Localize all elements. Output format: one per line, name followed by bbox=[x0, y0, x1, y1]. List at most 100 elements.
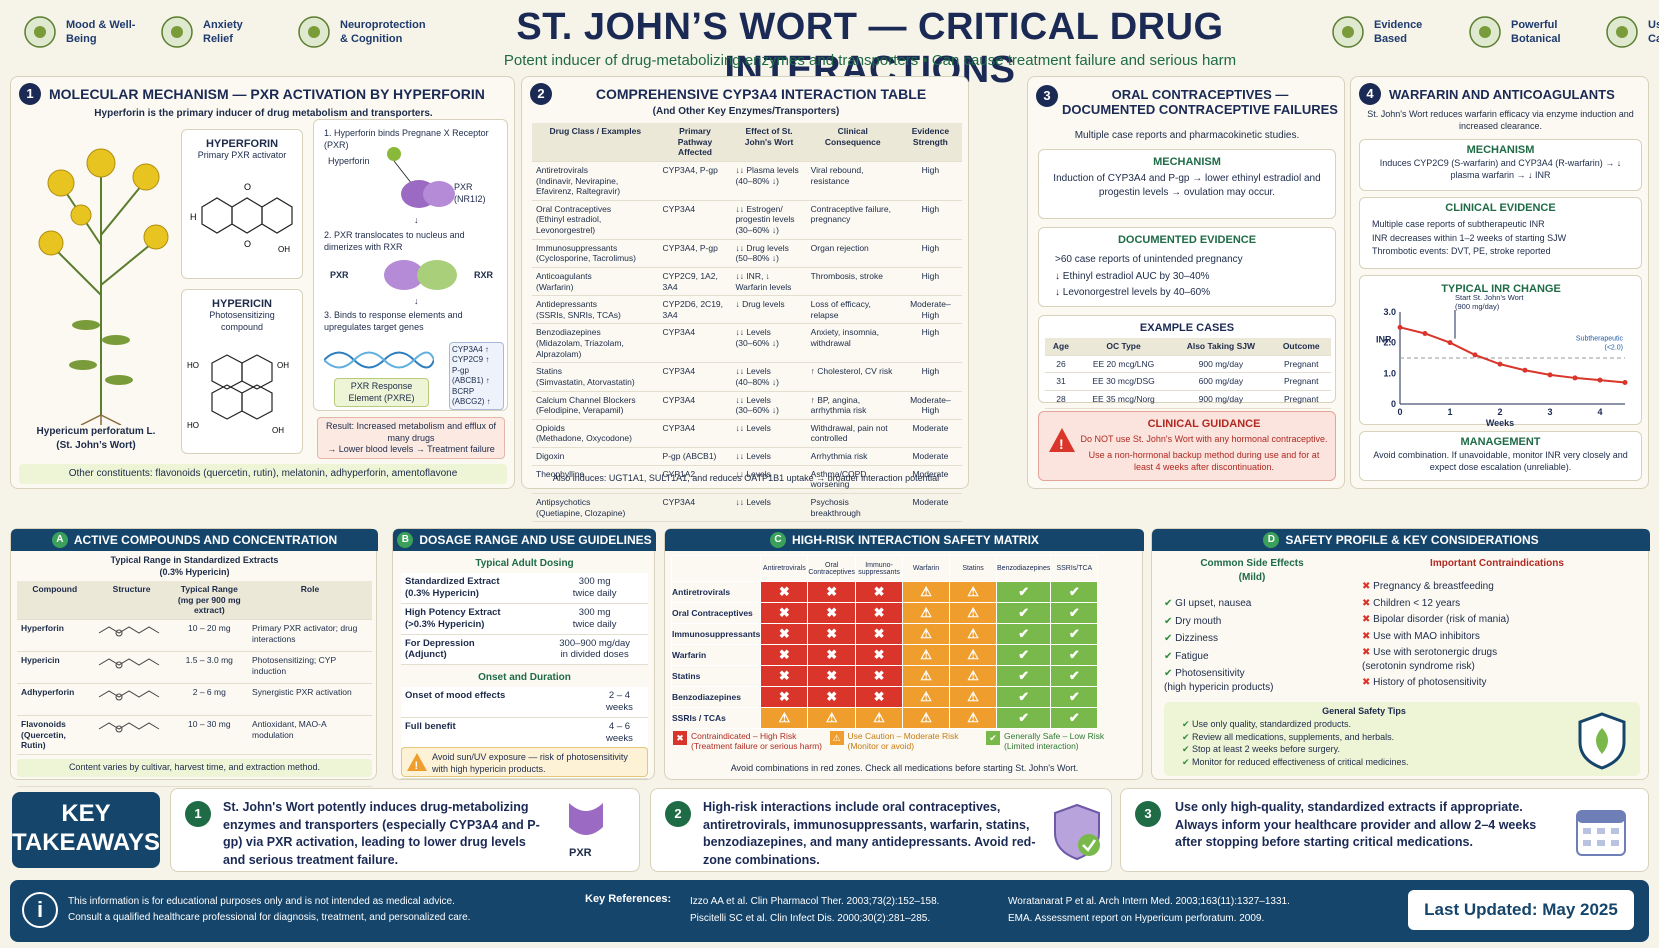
hypericin-subtitle: Photosensitizing compound bbox=[209, 310, 275, 332]
table-row: 31 EE 30 mcg/DSG 600 mg/day Pregnant bbox=[1045, 372, 1331, 391]
matrix-cell: ⚠ bbox=[949, 581, 998, 603]
matrix-cell: ✔ bbox=[1050, 602, 1099, 624]
reference: Woratanarat P et al. Arch Intern Med. 20… bbox=[1008, 896, 1290, 907]
takeaway-3: 3 Use only high-quality, standardized ex… bbox=[1120, 788, 1649, 872]
matrix-row: Warfarin ✖ ✖ ✖ ⚠ ⚠ ✔ ✔ bbox=[670, 644, 1099, 666]
structure-icon bbox=[92, 619, 171, 652]
panel-letter: C bbox=[770, 532, 787, 548]
key-takeaways-label: KEY TAKEAWAYS bbox=[12, 792, 160, 868]
table-row: Statins (Simvastatin, Atorvastatin) CYP3A… bbox=[532, 362, 962, 392]
matrix-cell: ✖ bbox=[855, 623, 904, 645]
matrix-column-header: Antiretrovirals bbox=[760, 555, 809, 582]
mechanism-box: MECHANISM Induces CYP2C9 (S-warfarin) an… bbox=[1359, 139, 1642, 191]
matrix-cell: ✖ bbox=[807, 644, 857, 666]
table-cell: 31 bbox=[1045, 372, 1077, 391]
compound-name: Flavonoids (Quercetin, Rutin) bbox=[17, 715, 93, 755]
badge: Anxiety Relief bbox=[159, 14, 274, 50]
table-cell: Standardized Extract (0.3% Hypericin) bbox=[401, 573, 542, 604]
legend-label: Use Caution – Moderate Risk (Monitor or … bbox=[847, 731, 959, 751]
plant-caption: Hypericum perforatum L. (St. John’s Wort… bbox=[36, 426, 156, 451]
matrix-cell: ✖ bbox=[807, 665, 857, 687]
pxr-icon-label: PXR bbox=[569, 847, 592, 859]
matrix-cell: ⚠ bbox=[855, 707, 904, 729]
takeaway-1: 1 St. John's Wort potently induces drug-… bbox=[170, 788, 640, 872]
table-cell: High bbox=[898, 267, 962, 297]
svg-text:O: O bbox=[244, 239, 251, 249]
column-header: Structure bbox=[92, 581, 171, 620]
inr-chart: TYPICAL INR CHANGE 0 1.0 2.0 3.0 0 1 2 3 4 Weeks IN… bbox=[1376, 283, 1628, 428]
badge-label: Neuroprotection & Cognition bbox=[340, 18, 426, 45]
panel-letter: B bbox=[397, 532, 414, 548]
matrix-cell: ✖ bbox=[760, 644, 809, 666]
table-cell: ↓↓ Levels bbox=[731, 419, 807, 449]
table-cell: ↓↓ Levels (30–60% ↓) bbox=[731, 391, 807, 420]
table-row: Digoxin P-gp (ABCB1) ↓↓ Levels Arrhythmia r… bbox=[532, 447, 962, 466]
inr-point bbox=[1572, 375, 1578, 381]
table-row: Antidepressants (SSRIs, SNRIs, TCAs) CYP2… bbox=[532, 295, 962, 325]
table-row: 26 EE 20 mcg/LNG 900 mg/day Pregnant bbox=[1045, 355, 1331, 374]
step-2: 2. PXR translocates to nucleus and dimer… bbox=[324, 230, 465, 252]
matrix-cell: ✔ bbox=[996, 623, 1052, 645]
mechanism-box: MECHANISM Induction of CYP3A4 and P-gp →… bbox=[1038, 149, 1336, 219]
table-row: High Potency Extract (>0.3% Hypericin) 30… bbox=[401, 603, 648, 635]
safety-tips-box: General Safety Tips Use only quality, st… bbox=[1164, 702, 1640, 776]
takeaway-text: Use only high-quality, standardized extr… bbox=[1175, 800, 1537, 849]
table-cell: ↓↓ Estrogen/ progestin levels (30–60% ↓) bbox=[731, 200, 807, 240]
table-cell: CYP3A4 bbox=[658, 323, 732, 364]
matrix-cell: ⚠ bbox=[760, 707, 809, 729]
list-item: INR decreases within 1–2 weeks of starti… bbox=[1372, 232, 1567, 243]
calendar-icon bbox=[1576, 810, 1626, 856]
table-cell: Opioids (Methadone, Oxycodone) bbox=[532, 419, 659, 449]
inr-chart-box: TYPICAL INR CHANGE 0 1.0 2.0 3.0 0 1 2 3 4 Weeks IN… bbox=[1359, 275, 1642, 428]
list-item: Bipolar disorder (risk of mania) bbox=[1362, 613, 1642, 627]
svg-text:OH: OH bbox=[277, 361, 289, 370]
matrix-cell: ✔ bbox=[1050, 665, 1099, 687]
takeaway-number: 2 bbox=[665, 801, 691, 827]
matrix-row-label: Statins bbox=[670, 665, 762, 687]
table-cell: ↓↓ Levels (40–80% ↓) bbox=[731, 362, 807, 392]
pxr-binding-icon bbox=[387, 147, 455, 208]
panel-header: A ACTIVE COMPOUNDS AND CONCENTRATION bbox=[11, 529, 378, 551]
table-cell: Calcium Channel Blockers (Felodipine, Ve… bbox=[532, 391, 659, 420]
table-cell: Moderate bbox=[898, 465, 962, 494]
inr-point bbox=[1397, 324, 1403, 330]
table-row: Adhyperforin 2 – 6 mg Synergistic PXR acti… bbox=[17, 683, 372, 716]
clinical-guidance-box: ! CLINICAL GUIDANCE Do NOT use St. John'… bbox=[1038, 411, 1336, 481]
table-cell: Digoxin bbox=[532, 447, 659, 466]
matrix-cell: ✔ bbox=[996, 602, 1052, 624]
table-cell: Moderate bbox=[898, 419, 962, 449]
matrix-table: Antiretrovirals Oral Contraceptives Immuno… bbox=[670, 555, 1099, 729]
matrix-note: Avoid combinations in red zones. Check a… bbox=[730, 763, 1079, 773]
matrix-cell: ⚠ bbox=[902, 623, 951, 645]
matrix-column-header: Oral Contraceptives bbox=[807, 555, 857, 582]
matrix-cell: ✔ bbox=[1050, 707, 1099, 729]
inr-point bbox=[1447, 340, 1453, 346]
matrix-row-label: SSRIs / TCAs bbox=[670, 707, 762, 729]
table-cell: CYP3A4, P-gp bbox=[658, 161, 732, 201]
takeaway-number: 3 bbox=[1135, 801, 1161, 827]
table-cell: 900 mg/day bbox=[1170, 390, 1272, 409]
arrow-down-icon: ↓ bbox=[414, 215, 419, 225]
x-tick-label: 0 bbox=[1397, 407, 1402, 417]
structure-icon bbox=[92, 651, 171, 684]
matrix-cell: ✖ bbox=[807, 581, 857, 603]
meditation-icon bbox=[161, 16, 193, 48]
compounds-table: Compound Structure Typical Range (mg per 9… bbox=[17, 581, 372, 787]
table-cell: High bbox=[898, 239, 962, 268]
step-1: 1. Hyperforin binds Pregnane X Receptor … bbox=[324, 128, 489, 150]
arrow-down-icon: ↓ bbox=[414, 296, 419, 306]
table-cell: Antidepressants (SSRIs, SNRIs, TCAs) bbox=[532, 295, 659, 325]
target-genes: CYP3A4 ↑ CYP2C9 ↑ P-gp (ABCB1) ↑ BCRP (A… bbox=[449, 342, 504, 411]
badge: Powerful Botanical bbox=[1467, 14, 1582, 50]
matrix-row: Antiretrovirals ✖ ✖ ✖ ⚠ ⚠ ✔ ✔ bbox=[670, 581, 1099, 603]
table-cell: EE 30 mcg/DSG bbox=[1076, 372, 1171, 391]
matrix-cell: ✔ bbox=[1050, 644, 1099, 666]
pxr-dimer-label: PXR bbox=[330, 270, 349, 280]
takeaway-2: 2 High-risk interactions include oral co… bbox=[650, 788, 1112, 872]
table-cell: 300–900 mg/day in divided doses bbox=[541, 634, 648, 666]
table-row: Full benefit 4 – 6 weeks bbox=[401, 717, 648, 749]
cases-title: EXAMPLE CASES bbox=[1139, 322, 1235, 334]
sun-warning-box: ! Avoid sun/UV exposure — risk of photos… bbox=[401, 747, 648, 777]
table-row: Opioids (Methadone, Oxycodone) CYP3A4 ↓↓ L… bbox=[532, 419, 962, 449]
panel-note: Content varies by cultivar, harvest time… bbox=[17, 759, 372, 777]
